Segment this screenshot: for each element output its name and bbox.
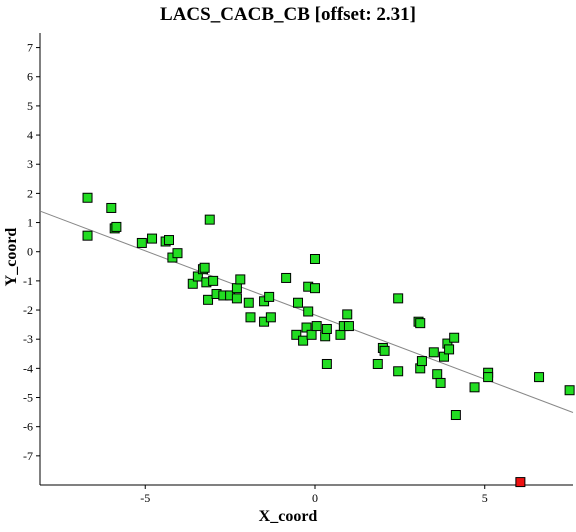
data-point: [82, 192, 93, 203]
data-point: [136, 237, 147, 248]
data-point: [265, 312, 276, 323]
data-point: [534, 372, 545, 383]
data-point: [342, 309, 353, 320]
data-point: [393, 293, 404, 304]
y-tick-label: -7: [23, 449, 33, 463]
data-point: [172, 248, 183, 259]
data-point: [235, 274, 246, 285]
data-point: [106, 202, 117, 213]
data-point: [231, 293, 242, 304]
y-tick-label: 5: [27, 99, 33, 113]
data-point: [432, 369, 443, 380]
data-point: [444, 344, 455, 355]
y-tick-label: 6: [27, 70, 33, 84]
y-tick-label: -1: [23, 274, 33, 288]
data-point: [264, 291, 275, 302]
data-point: [192, 271, 203, 282]
data-point: [311, 321, 322, 332]
y-tick-label: 1: [27, 216, 33, 230]
data-point: [483, 372, 494, 383]
data-point: [335, 329, 346, 340]
data-point: [231, 283, 242, 294]
data-point: [379, 345, 390, 356]
data-point: [82, 230, 93, 241]
data-point: [309, 283, 320, 294]
data-point: [372, 358, 383, 369]
data-point: [204, 214, 215, 225]
y-tick-label: 4: [27, 128, 33, 142]
data-point: [343, 321, 354, 332]
outlier-point: [515, 477, 526, 488]
data-point: [306, 329, 317, 340]
data-point: [281, 272, 292, 283]
data-point: [298, 335, 309, 346]
y-tick-label: 7: [27, 41, 33, 55]
data-point: [245, 312, 256, 323]
data-point: [208, 275, 219, 286]
data-point: [199, 262, 210, 273]
data-point: [321, 358, 332, 369]
data-point: [564, 385, 575, 396]
x-tick-label: 0: [312, 491, 318, 505]
data-point: [449, 332, 460, 343]
data-point: [450, 410, 461, 421]
data-point: [428, 347, 439, 358]
data-point: [187, 278, 198, 289]
data-point: [416, 356, 427, 367]
x-tick-label: -5: [140, 491, 150, 505]
y-tick-label: 3: [27, 157, 33, 171]
chart-title: LACS_CACB_CB [offset: 2.31]: [160, 4, 416, 25]
data-point: [301, 322, 312, 333]
data-point: [309, 254, 320, 264]
data-point: [164, 235, 175, 246]
y-tick-label: -4: [23, 361, 33, 375]
y-tick-label: -3: [23, 332, 33, 346]
data-point: [415, 318, 426, 329]
data-point: [111, 221, 122, 232]
data-point: [293, 297, 304, 308]
data-point: [147, 233, 158, 244]
data-point: [469, 382, 480, 393]
data-point: [393, 366, 404, 377]
y-tick-label: 2: [27, 186, 33, 200]
x-tick-label: 5: [482, 491, 488, 505]
x-axis-label: X_coord: [258, 508, 318, 525]
y-tick-label: -2: [23, 303, 33, 317]
data-point: [303, 306, 314, 317]
y-tick-label: -5: [23, 391, 33, 405]
data-point: [291, 329, 302, 340]
data-point: [435, 377, 446, 388]
data-point: [321, 323, 332, 334]
data-point: [203, 294, 214, 305]
data-point: [243, 297, 254, 308]
y-tick-label: 0: [27, 245, 33, 259]
data-point: [438, 351, 449, 362]
y-tick-label: -6: [23, 420, 33, 434]
